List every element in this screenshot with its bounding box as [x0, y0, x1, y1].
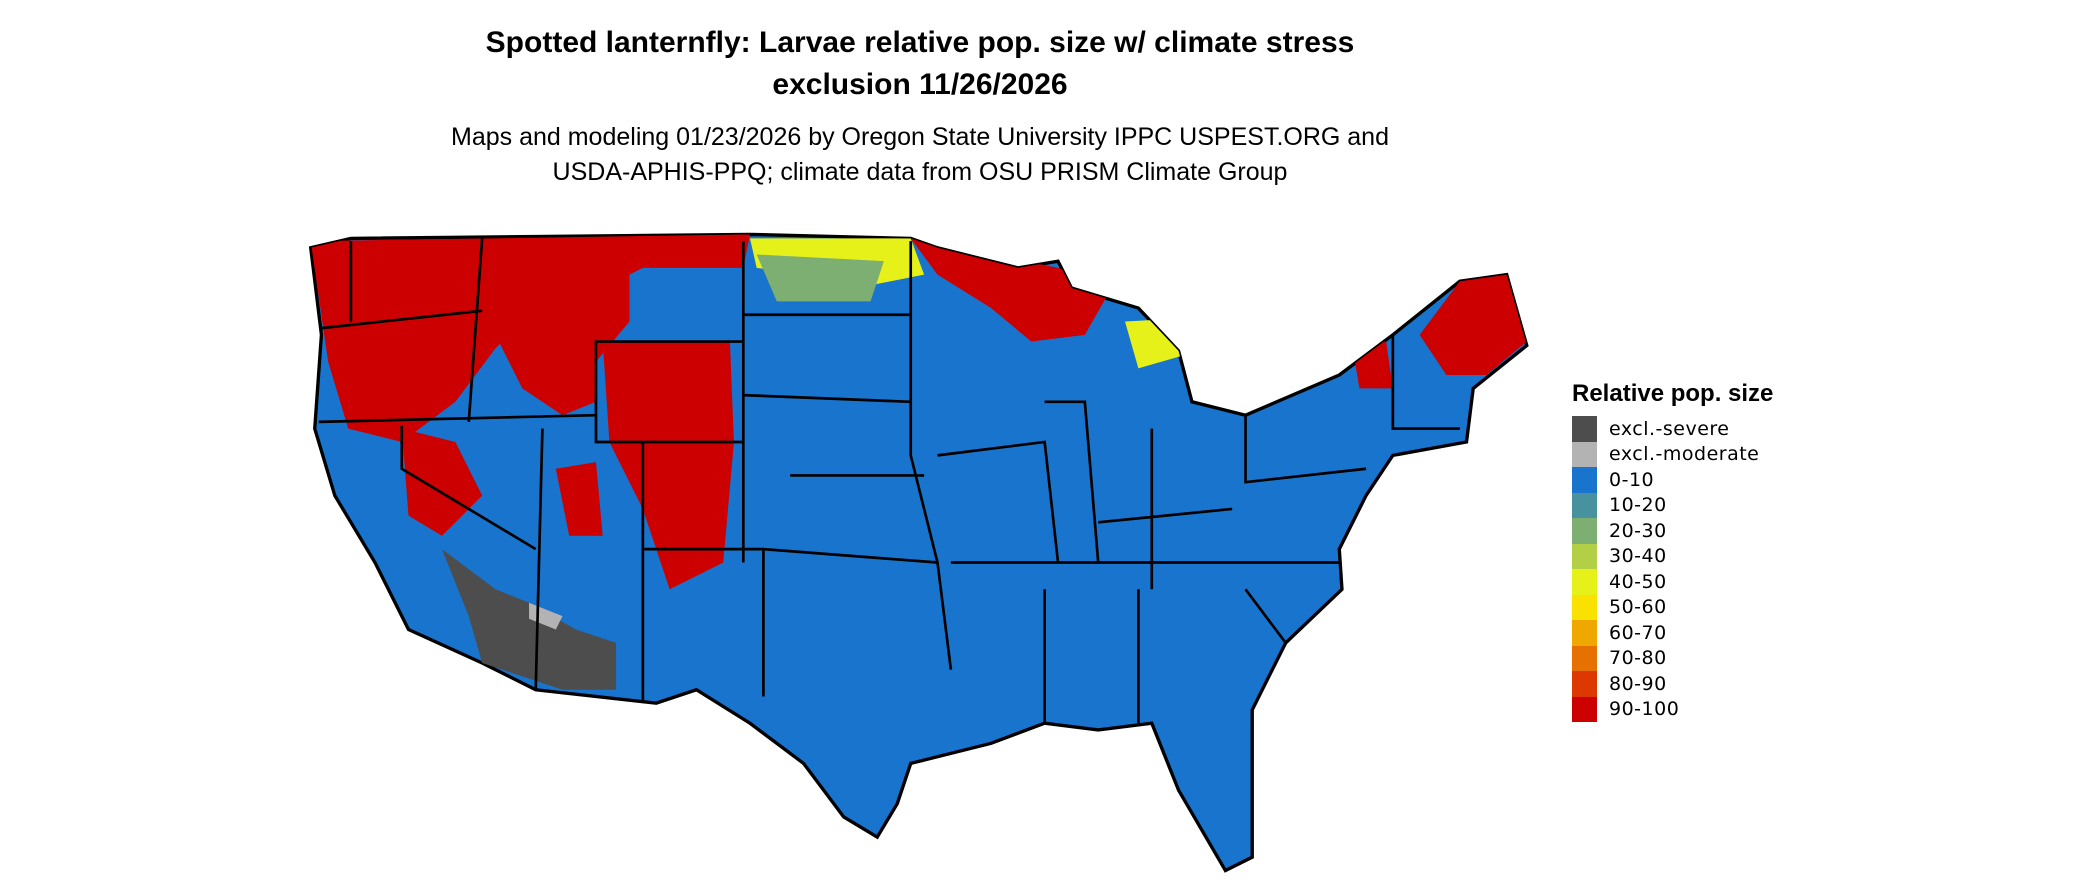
- patch-20-30: [756, 254, 884, 302]
- legend-item: 80-90: [1572, 671, 1773, 697]
- patch-90-100: [555, 462, 603, 536]
- legend-swatch: [1572, 671, 1597, 697]
- legend-label: 30-40: [1609, 545, 1667, 568]
- legend-label: 0-10: [1609, 468, 1655, 491]
- patch-excl-severe: [441, 549, 617, 690]
- state-borders: [318, 238, 1460, 724]
- patch-90-100: [910, 238, 1112, 342]
- legend-label: 20-30: [1609, 519, 1667, 542]
- patch-90-100: [1419, 274, 1527, 376]
- legend-swatch: [1572, 696, 1597, 722]
- legend-item: excl.-severe: [1572, 416, 1773, 442]
- legend-item: 20-30: [1572, 518, 1773, 544]
- legend-label: 10-20: [1609, 494, 1667, 517]
- legend-label: 70-80: [1609, 647, 1667, 670]
- patch-90-100: [482, 247, 630, 416]
- legend-item: excl.-moderate: [1572, 441, 1773, 467]
- legend-swatch: [1572, 620, 1597, 646]
- legend-swatch: [1572, 594, 1597, 620]
- map-title-line1: Spotted lanternfly: Larvae relative pop.…: [485, 26, 1355, 59]
- legend-item: 90-100: [1572, 696, 1773, 722]
- legend-label: 40-50: [1609, 570, 1667, 593]
- legend-item: 10-20: [1572, 492, 1773, 518]
- legend-item: 40-50: [1572, 569, 1773, 595]
- legend-title: Relative pop. size: [1572, 380, 1774, 407]
- map-title-line2: exclusion 11/26/2026: [772, 68, 1068, 101]
- legend-swatch: [1572, 543, 1597, 569]
- legend-label: 60-70: [1609, 621, 1667, 644]
- legend-label: 50-60: [1609, 596, 1667, 619]
- legend-item: 70-80: [1572, 645, 1773, 671]
- subtitle-line1: Maps and modeling 01/23/2026 by Oregon S…: [451, 123, 1389, 151]
- legend-swatch: [1572, 518, 1597, 544]
- subtitle-line2: USDA-APHIS-PPQ; climate data from OSU PR…: [552, 158, 1288, 186]
- legend-item: 0-10: [1572, 467, 1773, 493]
- legend-swatch: [1572, 441, 1597, 467]
- legend-swatch: [1572, 492, 1597, 518]
- legend-swatch: [1572, 416, 1597, 442]
- legend-label: 80-90: [1609, 672, 1667, 695]
- patch-90-100: [401, 428, 483, 536]
- legend-item: 30-40: [1572, 543, 1773, 569]
- legend-item: 60-70: [1572, 620, 1773, 646]
- legend: Relative pop. size excl.-severe excl.-mod…: [1572, 380, 1773, 722]
- legend-label: excl.-moderate: [1609, 443, 1760, 466]
- legend-label: 90-100: [1609, 698, 1680, 721]
- legend-swatch: [1572, 645, 1597, 671]
- legend-swatch: [1572, 467, 1597, 493]
- patch-90-100: [602, 341, 734, 590]
- risk-patches: [310, 234, 1527, 690]
- patch-90-100: [310, 234, 750, 442]
- legend-swatch: [1572, 569, 1597, 595]
- legend-label: excl.-severe: [1609, 417, 1730, 440]
- legend-item: 50-60: [1572, 594, 1773, 620]
